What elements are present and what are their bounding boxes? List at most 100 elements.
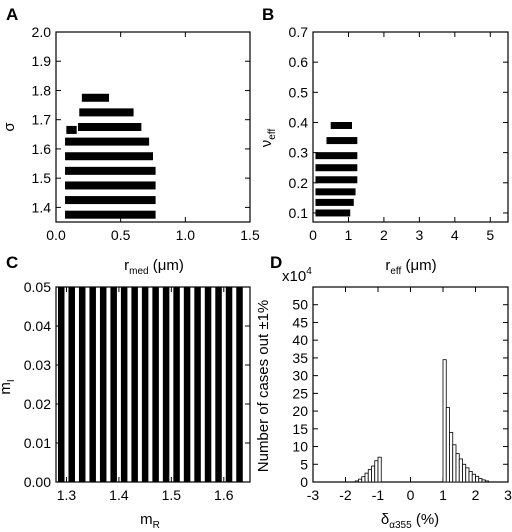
panel-d-ylabel: Number of cases out ±1% (255, 300, 272, 472)
y-tick-label: 5 (300, 456, 308, 472)
x-tick-label: 1 (439, 487, 447, 503)
y-tick-label: 50 (292, 297, 308, 313)
column-bar (68, 287, 75, 482)
range-bar (79, 108, 134, 117)
histogram-bin (364, 472, 369, 483)
x-tick-label: 5 (486, 227, 494, 243)
x-tick-label: -1 (372, 487, 385, 503)
panel-b-ylabel: νeff (258, 129, 278, 148)
y-tick-label: 30 (292, 368, 308, 384)
x-tick-label: -2 (339, 487, 352, 503)
x-tick-label: 0 (407, 487, 415, 503)
range-bar (65, 210, 156, 219)
histogram-bin (462, 463, 467, 483)
x-tick-label: 0.0 (46, 227, 66, 243)
y-tick-label: 15 (292, 421, 308, 437)
column-bar (225, 287, 233, 482)
histogram-bin (361, 476, 366, 483)
panel-letter-b: B (262, 5, 274, 24)
x-tick-label: 3 (415, 227, 423, 243)
y-tick-label: 0 (300, 474, 308, 490)
x-tick-label: 1.3 (57, 487, 77, 503)
y-tick-label: 25 (292, 385, 308, 401)
panel-d-xlabel: δα355 (%) (381, 511, 439, 531)
y-tick-label: 0.6 (289, 54, 309, 70)
range-bar (65, 166, 156, 175)
column-bar (194, 287, 201, 482)
histogram-bin (478, 478, 483, 483)
x-tick-label: -3 (307, 487, 320, 503)
panel-a-frame (55, 31, 251, 223)
y-tick-label: 1.9 (32, 53, 52, 69)
x-tick-label: 1.0 (176, 227, 196, 243)
x-tick-label: 1.6 (214, 487, 234, 503)
panel-letter-c: C (6, 253, 18, 272)
range-bar (315, 176, 358, 184)
x-tick-label: 0 (309, 227, 317, 243)
x-tick-label: 1 (345, 227, 353, 243)
column-bar (131, 287, 138, 482)
y-tick-label: 0.05 (24, 279, 51, 295)
column-bar (78, 287, 86, 482)
range-bar (65, 196, 156, 205)
x-tick-label: 0.5 (111, 227, 131, 243)
y-tick-label: 0.1 (289, 205, 309, 221)
y-tick-label: 1.7 (32, 112, 52, 128)
y-tick-label: 10 (292, 439, 308, 455)
histogram-bin (377, 456, 382, 483)
x-tick-label: 2 (380, 227, 388, 243)
range-bar (315, 152, 358, 160)
range-bar (65, 181, 156, 190)
y-tick-label: 0.5 (289, 84, 309, 100)
x-tick-label: 4 (451, 227, 459, 243)
range-bar (315, 198, 354, 206)
range-bar (315, 209, 351, 217)
range-bar (65, 152, 153, 161)
histogram-bin (458, 458, 463, 483)
panel-c-xlabel: mR (140, 511, 160, 531)
y-tick-label: 1.8 (32, 82, 52, 98)
histogram-bin (452, 444, 457, 483)
column-bar (173, 287, 180, 482)
y-tick-label: 1.5 (32, 170, 52, 186)
histogram-bin (354, 480, 359, 483)
histogram-bin (475, 475, 480, 483)
y-tick-label: 1.6 (32, 141, 52, 157)
y-tick-label: 0.2 (289, 175, 309, 191)
panel-d-multiplier: x104 (282, 266, 312, 285)
range-bar (326, 137, 358, 145)
y-tick-label: 1.4 (32, 199, 52, 215)
column-bar (152, 287, 159, 482)
panel-letter-d: D (270, 253, 282, 272)
column-bar (236, 287, 243, 482)
y-tick-label: 0.01 (24, 435, 51, 451)
histogram-bin (471, 473, 476, 483)
column-bar (99, 287, 107, 482)
y-tick-label: 0.02 (24, 396, 51, 412)
range-bar (315, 188, 356, 196)
y-tick-label: 20 (292, 403, 308, 419)
panel-c-plot: 1.3 1.4 1.5 1.6 0.00 0.01 0.02 0.03 0.04 0.05 (24, 279, 251, 503)
column-bar (204, 287, 212, 482)
column-bar (183, 287, 191, 482)
y-tick-label: 40 (292, 332, 308, 348)
panel-b-plot: 0 1 2 3 4 5 0.1 0.2 0.3 0.4 0.5 0.6 0.7 (289, 24, 509, 243)
panel-letter-a: A (6, 5, 18, 24)
y-tick-label: 45 (292, 314, 308, 330)
column-bar (141, 287, 149, 482)
x-tick-label: 1.5 (240, 227, 260, 243)
histogram-bin (442, 359, 447, 483)
range-bar (315, 164, 358, 172)
panel-c-ylabel: mI (0, 379, 17, 394)
x-tick-label: 2 (472, 487, 480, 503)
y-tick-label: 0.00 (24, 474, 51, 490)
y-tick-label: 0.4 (289, 114, 309, 130)
y-tick-label: 0.04 (24, 318, 51, 334)
range-bar (77, 123, 142, 131)
range-bar (66, 125, 77, 134)
range-bar (65, 137, 150, 146)
histogram-bin (465, 467, 470, 483)
x-tick-label: 1.5 (162, 487, 182, 503)
